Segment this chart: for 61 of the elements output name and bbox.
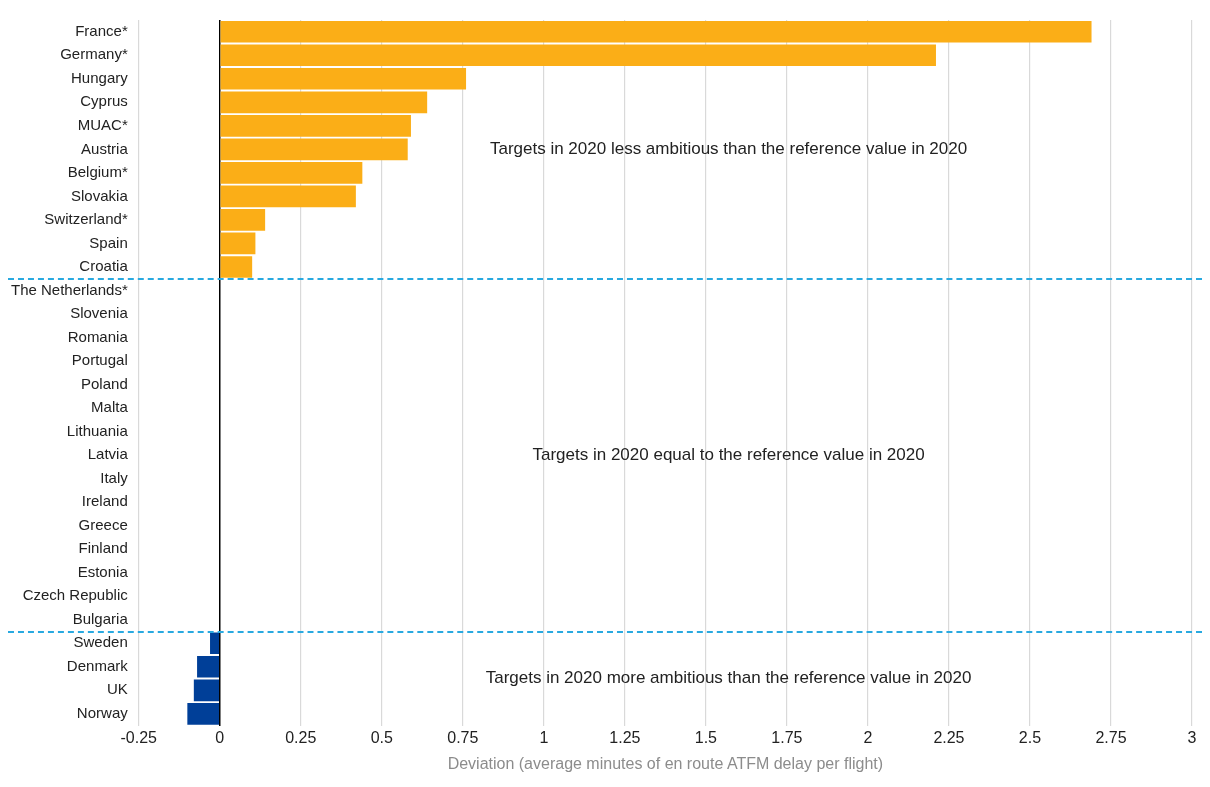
y-tick-label: UK <box>106 680 128 698</box>
annotation: Targets in 2020 more ambitious than the reference value in 2020 <box>485 668 972 688</box>
y-tick-label: Cyprus <box>80 92 128 110</box>
x-tick-label: 0.75 <box>447 728 479 746</box>
x-tick-label: 0.25 <box>285 728 317 746</box>
y-tick-label: Germany* <box>60 45 128 63</box>
y-tick-label: Portugal <box>71 351 128 369</box>
x-tick-label: 1.75 <box>771 728 803 746</box>
bar <box>220 232 256 255</box>
y-tick-label: MUAC* <box>77 115 128 133</box>
x-tick-label: 2 <box>863 728 873 746</box>
bar <box>220 115 411 137</box>
x-tick-label: 0.5 <box>370 728 394 746</box>
y-tick-label: Poland <box>81 374 128 392</box>
bar <box>187 703 219 725</box>
y-tick-label: Spain <box>89 233 128 251</box>
x-tick-label: -0.25 <box>120 728 158 746</box>
x-tick-label: 0 <box>215 728 225 746</box>
y-tick-label: Greece <box>78 515 128 533</box>
y-tick-label: Italy <box>100 468 129 486</box>
y-tick-label: Austria <box>81 139 129 157</box>
bar <box>197 655 219 678</box>
y-tick-label: Romania <box>67 327 129 345</box>
y-tick-label: Sweden <box>73 633 128 651</box>
bar <box>220 138 408 161</box>
y-tick-label: Croatia <box>79 257 129 275</box>
x-tick-label: 1.5 <box>694 728 718 746</box>
y-tick-label: Finland <box>78 539 128 557</box>
bar <box>210 632 219 655</box>
annotation: Targets in 2020 equal to the reference value in 2020 <box>532 444 925 464</box>
annotation: Targets in 2020 less ambitious than the reference value in 2020 <box>489 139 968 159</box>
x-tick-label: 1 <box>539 728 549 746</box>
bar <box>220 185 356 208</box>
y-tick-label: France* <box>75 21 128 39</box>
y-tick-label: Malta <box>91 398 129 416</box>
bar <box>220 91 428 114</box>
x-tick-label: 2.75 <box>1095 728 1127 746</box>
y-tick-label: Norway <box>76 703 129 721</box>
bar <box>220 209 266 231</box>
y-tick-label: Hungary <box>71 68 129 86</box>
bar <box>193 679 219 702</box>
y-tick-label: Belgium* <box>67 163 128 181</box>
x-tick-label: 1.25 <box>609 728 641 746</box>
y-tick-label: Estonia <box>77 562 129 580</box>
y-tick-label: The Netherlands* <box>11 280 128 298</box>
x-tick-label: 2.25 <box>933 728 965 746</box>
y-tick-label: Ireland <box>81 492 128 510</box>
y-tick-label: Lithuania <box>66 421 129 439</box>
y-tick-label: Slovenia <box>70 304 129 322</box>
y-tick-label: Switzerland* <box>44 210 128 228</box>
x-tick-label: 3 <box>1187 728 1197 746</box>
bar <box>220 162 363 184</box>
y-tick-label: Bulgaria <box>72 609 129 627</box>
bar <box>220 67 467 90</box>
bar <box>220 256 253 278</box>
y-tick-label: Slovakia <box>71 186 129 204</box>
y-tick-label: Denmark <box>66 656 129 674</box>
x-axis-title: Deviation (average minutes of en route ATFM delay per flight) <box>447 754 884 772</box>
x-tick-label: 2.5 <box>1018 728 1042 746</box>
y-tick-label: Latvia <box>87 445 129 463</box>
y-tick-label: Czech Republic <box>22 586 129 604</box>
